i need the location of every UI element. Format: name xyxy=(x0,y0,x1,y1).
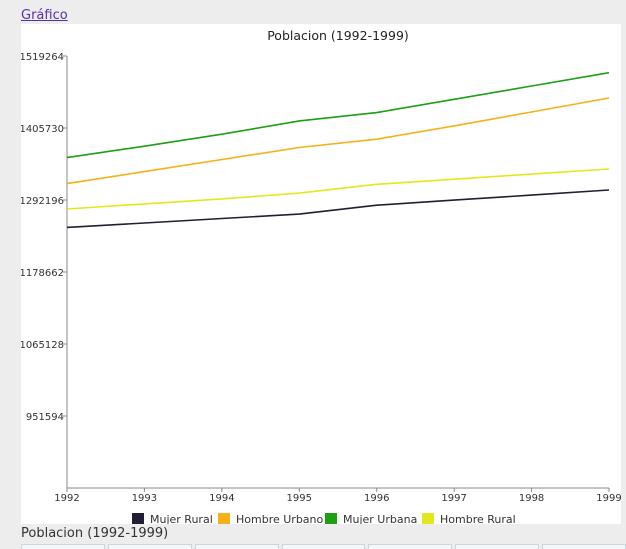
legend-label: Hombre Urbano xyxy=(236,513,324,524)
legend-swatch xyxy=(325,513,337,524)
series-line-mujer-urbana xyxy=(66,71,610,159)
table-header-cell xyxy=(368,544,453,549)
table-header-cell xyxy=(281,544,366,549)
y-tick-label: 1405730 xyxy=(21,124,64,135)
chart-panel: Poblacion (1992-1999) 951594 1065128 11786… xyxy=(21,24,621,524)
legend-swatch xyxy=(422,513,434,524)
table-header-strip xyxy=(21,544,626,549)
x-tick-label: 1998 xyxy=(519,493,544,504)
x-tick-label: 1999 xyxy=(596,493,621,504)
legend-label: Mujer Rural xyxy=(150,513,213,524)
legend-swatch xyxy=(132,513,144,524)
series-line-hombre-rural xyxy=(66,168,610,210)
y-tick-label: 951594 xyxy=(26,412,64,423)
legend: Mujer Rural Hombre Urbano Mujer Urbana Homb… xyxy=(132,513,516,524)
table-header-cell xyxy=(542,544,626,549)
x-tick-label: 1993 xyxy=(132,493,157,504)
population-line-chart: Poblacion (1992-1999) 951594 1065128 11786… xyxy=(21,28,621,524)
table-header-cell xyxy=(21,544,105,549)
y-tick-label: 1519264 xyxy=(21,52,64,63)
x-tick-label: 1992 xyxy=(54,493,79,504)
chart-caption: Poblacion (1992-1999) xyxy=(21,526,169,541)
y-tick-label: 1178662 xyxy=(21,268,64,279)
x-tick-label: 1994 xyxy=(209,493,234,504)
x-tick-label: 1996 xyxy=(364,493,389,504)
grafico-link[interactable]: Gráfico xyxy=(21,8,68,23)
legend-label: Mujer Urbana xyxy=(343,513,417,524)
legend-label: Hombre Rural xyxy=(440,513,516,524)
table-header-cell xyxy=(194,544,279,549)
table-header-cell xyxy=(107,544,192,549)
y-tick-label: 1292196 xyxy=(21,196,64,207)
y-tick-label: 1065128 xyxy=(21,340,64,351)
x-tick-label: 1997 xyxy=(441,493,466,504)
x-tick-label: 1995 xyxy=(287,493,312,504)
x-axis-ticks: 1992 1993 1994 1995 1996 1997 1998 1999 xyxy=(54,488,621,504)
series-line-hombre-urbano xyxy=(66,97,610,185)
table-header-cell xyxy=(455,544,540,549)
series-line-mujer-rural xyxy=(66,189,610,229)
legend-swatch xyxy=(218,513,230,524)
y-axis-ticks: 951594 1065128 1178662 1292196 1405730 151926… xyxy=(21,52,67,423)
series-lines xyxy=(66,71,610,229)
chart-title: Poblacion (1992-1999) xyxy=(267,28,409,43)
